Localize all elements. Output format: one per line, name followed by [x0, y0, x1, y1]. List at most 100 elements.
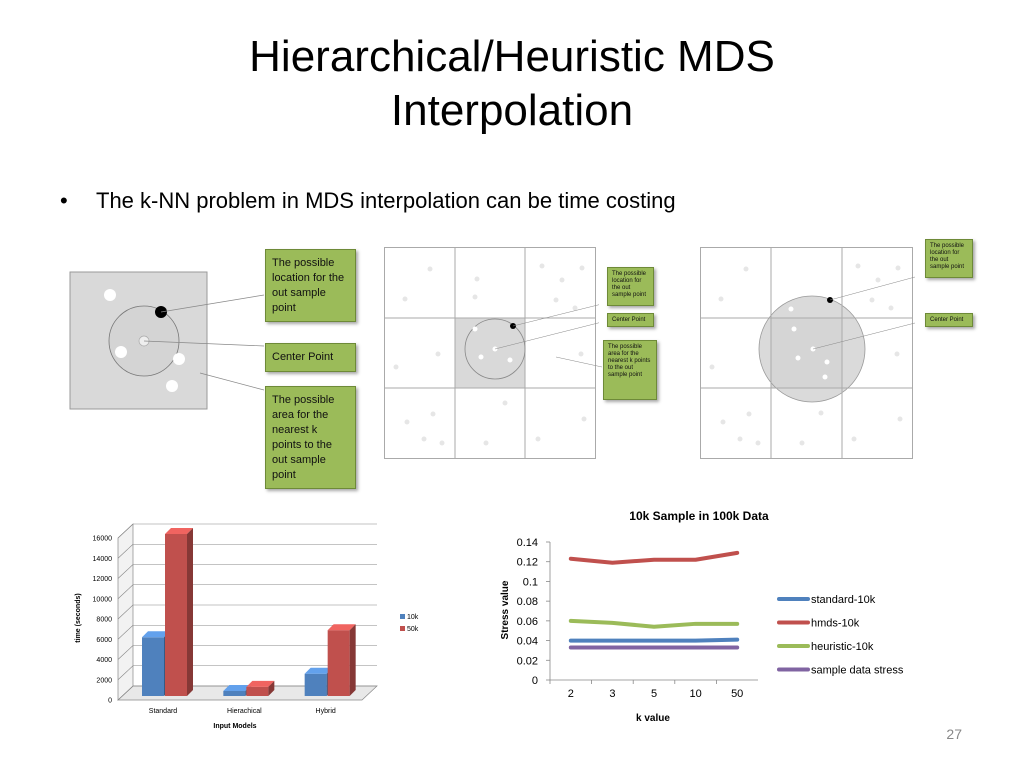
y-tick-label: 2000	[96, 677, 112, 684]
y-tick-label: 0.06	[517, 616, 538, 628]
legend-label-10k: 10k	[407, 614, 419, 621]
callout-area-small: The possible area for the nearest k poin…	[603, 340, 657, 400]
series-line-standard-10k	[568, 637, 740, 643]
y-tick-label: 16000	[93, 536, 113, 543]
y-tick-label: 10000	[93, 596, 113, 603]
bar-side	[187, 528, 193, 696]
bar-chart-time: 0 2000 4000 6000 8000 10000 12000 14000 16000 St…	[75, 523, 419, 730]
data-points	[709, 263, 903, 446]
gridline	[117, 645, 134, 660]
callout-center-point-small: Center Point	[607, 313, 654, 327]
callout-center-point-small: Center Point	[925, 313, 973, 327]
page-number: 27	[946, 726, 962, 742]
leader-line	[829, 276, 915, 301]
line-chart-stress: 10k Sample in 100k Data Stress value k v…	[500, 509, 904, 724]
callout-area: The possible area for the nearest k poin…	[265, 386, 356, 489]
leader-line	[160, 294, 265, 313]
gridline	[117, 665, 134, 680]
bar-10k-Hierachical	[223, 690, 246, 696]
y-tick-label: 0	[532, 675, 538, 687]
leader-line	[494, 322, 599, 350]
leader-line	[512, 304, 599, 327]
x-axis-label: k value	[636, 713, 670, 724]
x-tick-label: 50	[731, 688, 743, 700]
y-tick-label: 0.1	[523, 576, 538, 588]
bar-side	[268, 680, 275, 696]
bar-10k-Hybrid	[304, 673, 327, 696]
callout-location: The possible location for the out sample…	[265, 249, 356, 322]
legend-label: standard-10k	[811, 594, 876, 606]
series-line-heuristic-10k	[568, 618, 740, 629]
legend-label: heuristic-10k	[811, 641, 874, 653]
diagram-simple-space	[69, 271, 265, 410]
y-tick-label: 0	[108, 698, 112, 705]
bullet-symbol: •	[60, 188, 68, 213]
bullet-item: • The k-NN problem in MDS interpolation c…	[60, 188, 676, 214]
bar-top	[142, 631, 170, 638]
legend: standard-10k hmds-10k heuristic-10k sample …	[777, 594, 904, 677]
y-axis-label: time (seconds)	[75, 593, 82, 642]
data-point	[173, 353, 185, 365]
bar-side	[349, 624, 356, 696]
data-points-inside	[472, 326, 513, 363]
leader-line	[143, 340, 265, 347]
x-tick-label: Hybrid	[316, 708, 336, 715]
data-point	[104, 289, 116, 301]
bar-top	[223, 684, 252, 691]
leader-line	[812, 322, 915, 350]
y-tick-labels: 0 0.02 0.04 0.06 0.08 0.1 0.12 0.14	[517, 537, 550, 687]
chart-title: 10k Sample in 100k Data	[629, 509, 769, 523]
gridline	[117, 544, 134, 559]
title-line-1: Hierarchical/Heuristic MDS	[249, 32, 775, 81]
y-tick-label: 4000	[96, 657, 112, 664]
legend-label: sample data stress	[811, 665, 904, 677]
bar-50k-Standard	[165, 534, 187, 696]
leader-line	[199, 372, 265, 391]
legend-swatch-50k	[400, 626, 405, 631]
data-point	[166, 380, 178, 392]
legend: 10k 50k	[400, 614, 419, 633]
leader-area	[556, 356, 602, 368]
gridline	[117, 625, 134, 640]
slide-title: Hierarchical/Heuristic MDS Interpolation	[0, 30, 1024, 138]
y-tick-label: 0.04	[517, 636, 538, 648]
x-tick-label: 3	[609, 688, 615, 700]
y-tick-label: 12000	[93, 576, 113, 583]
bar-50k-Hierachical	[246, 686, 269, 696]
y-tick-label: 14000	[93, 556, 113, 563]
bar-top	[165, 528, 193, 534]
legend-label-50k: 50k	[407, 626, 419, 633]
bullet-text: The k-NN problem in MDS interpolation ca…	[96, 188, 676, 213]
y-tick-label: 0.08	[517, 596, 538, 608]
y-tick-label: 0.02	[517, 655, 538, 667]
y-axis-label: Stress value	[500, 580, 511, 639]
x-tick-labels: Standard Hierachical Hybrid	[149, 708, 336, 715]
diagram-heuristic-grid	[700, 247, 915, 459]
callout-location-small: The possible location for the out sample…	[925, 239, 973, 278]
x-tick-label: 10	[689, 688, 701, 700]
x-tick-label: Standard	[149, 708, 178, 715]
data-point	[115, 346, 127, 358]
bar-top	[246, 680, 275, 687]
x-tick-label: 2	[568, 688, 574, 700]
gridline	[117, 685, 134, 701]
x-axis-label: Input Models	[213, 723, 256, 730]
callout-center-point: Center Point	[265, 343, 356, 372]
gridline	[117, 604, 134, 620]
bar-top	[327, 624, 356, 631]
search-circle	[464, 318, 526, 380]
y-tick-label: 8000	[96, 617, 112, 624]
x-tick-labels: 2 3 5 10 50	[549, 680, 743, 700]
bar-50k-Hybrid	[327, 630, 350, 696]
y-tick-labels: 0 2000 4000 6000 8000 10000 12000 14000 16000	[93, 536, 113, 705]
y-tick-label: 0.14	[517, 537, 538, 549]
y-tick-label: 6000	[96, 637, 112, 644]
bar-10k-Standard	[142, 637, 164, 696]
data-points	[393, 263, 587, 446]
title-line-2: Interpolation	[390, 86, 634, 135]
series-line-hmds-10k	[568, 550, 740, 565]
callout-location-small: The possible location for the out sample…	[607, 267, 654, 306]
selected-cell	[455, 318, 525, 388]
bar-top	[304, 667, 333, 674]
legend-swatch-10k	[400, 614, 405, 619]
